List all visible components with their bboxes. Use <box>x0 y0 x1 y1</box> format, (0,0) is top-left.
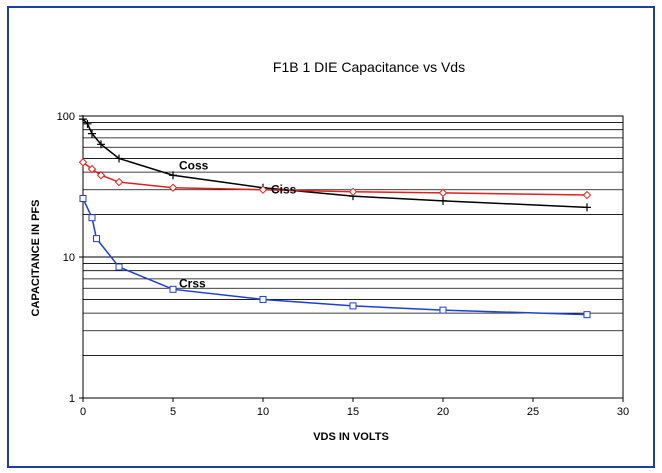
data-point-coss <box>169 171 177 180</box>
data-point-ciss <box>438 188 448 198</box>
x-tick-label: 15 <box>347 406 359 418</box>
data-point-coss <box>83 119 92 128</box>
y-tick-label: 100 <box>57 111 75 123</box>
data-point-crss <box>169 285 177 293</box>
data-point-ciss <box>258 185 268 194</box>
x-tick-label: 30 <box>617 406 629 418</box>
x-tick-label: 0 <box>80 406 86 418</box>
data-point-ciss <box>78 158 88 167</box>
data-point-crss <box>439 306 447 314</box>
x-axis-label: VDS IN VOLTS <box>313 431 389 443</box>
series-label-coss: Coss <box>179 158 209 172</box>
data-point-coss <box>115 154 123 163</box>
chart-frame: F1B 1 DIE Capacitance vs Vds 0 5 10 15 20 25 3… <box>7 6 655 468</box>
y-axis-label: CAPACITANCE IN PFS <box>30 200 42 317</box>
series-layer <box>78 115 592 319</box>
chart-title: F1B 1 DIE Capacitance vs Vds <box>273 59 465 75</box>
x-tick-label: 20 <box>437 406 449 418</box>
data-point-crss <box>349 302 357 310</box>
series-label-ciss: Ciss <box>271 183 297 197</box>
data-point-coss <box>97 140 105 149</box>
data-point-coss <box>79 115 87 124</box>
series-label-crss: Crss <box>179 276 206 290</box>
data-point-crss <box>93 235 100 243</box>
data-point-coss <box>439 196 447 205</box>
data-point-ciss <box>348 187 358 197</box>
data-point-ciss <box>87 164 97 174</box>
data-point-crss <box>88 214 96 222</box>
data-point-ciss <box>582 190 592 200</box>
y-tick-label: 1 <box>69 393 75 405</box>
data-point-ciss <box>96 171 106 180</box>
data-point-ciss <box>168 183 178 192</box>
data-point-coss <box>583 203 591 212</box>
x-tick-label: 25 <box>527 406 539 418</box>
grid-lines <box>83 122 623 356</box>
series-labels: Coss Ciss Crss <box>179 158 297 290</box>
series-line-coss <box>82 118 588 209</box>
x-tick-label: 10 <box>257 406 269 418</box>
data-point-crss <box>115 263 123 271</box>
data-point-crss <box>79 194 87 202</box>
chart-svg: F1B 1 DIE Capacitance vs Vds 0 5 10 15 20 25 3… <box>30 59 629 443</box>
data-point-crss <box>583 311 591 319</box>
data-point-coss <box>88 129 96 138</box>
axis-ticks: 0 5 10 15 20 25 30 1 10 100 <box>57 111 629 418</box>
data-point-crss <box>259 295 267 303</box>
y-tick-label: 10 <box>63 252 75 264</box>
x-tick-label: 5 <box>170 406 176 418</box>
data-point-ciss <box>114 177 124 187</box>
